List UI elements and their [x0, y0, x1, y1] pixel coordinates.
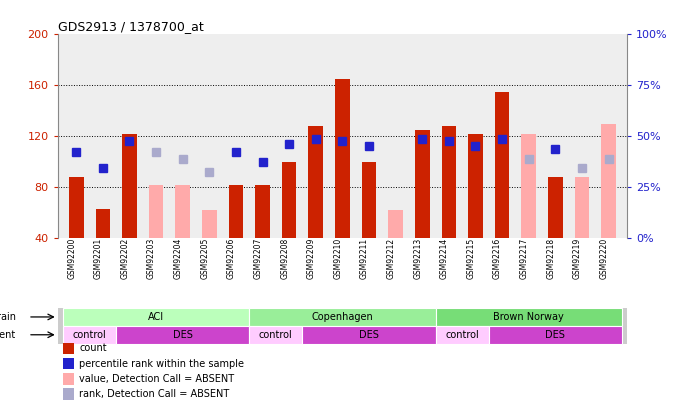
Bar	[250, 308, 435, 326]
Text: strain: strain	[0, 312, 16, 322]
Text: GSM92208: GSM92208	[280, 238, 289, 279]
Bar	[415, 130, 430, 238]
Text: GSM92200: GSM92200	[67, 238, 76, 279]
Bar	[255, 185, 270, 238]
Bar	[441, 126, 456, 238]
Text: Brown Norway: Brown Norway	[494, 312, 564, 322]
Bar	[228, 185, 243, 238]
Text: control: control	[73, 330, 106, 340]
Bar	[63, 388, 74, 400]
Text: value, Detection Call = ABSENT: value, Detection Call = ABSENT	[79, 374, 235, 384]
Text: control: control	[445, 330, 479, 340]
Bar	[63, 343, 74, 354]
Text: ACI: ACI	[148, 312, 164, 322]
Text: GSM92207: GSM92207	[254, 238, 262, 279]
Bar	[63, 358, 74, 369]
Text: GSM92212: GSM92212	[386, 238, 396, 279]
Bar	[435, 326, 489, 344]
Text: DES: DES	[173, 330, 193, 340]
Text: GSM92211: GSM92211	[360, 238, 369, 279]
Text: GSM92210: GSM92210	[334, 238, 342, 279]
Bar	[63, 373, 74, 385]
Text: count: count	[79, 343, 107, 353]
Bar	[468, 134, 483, 238]
Text: GSM92213: GSM92213	[413, 238, 422, 279]
Bar	[176, 185, 190, 238]
Text: Copenhagen: Copenhagen	[311, 312, 374, 322]
Bar	[335, 79, 350, 238]
Text: DES: DES	[545, 330, 565, 340]
Bar	[202, 210, 217, 238]
Bar	[601, 124, 616, 238]
Text: GSM92204: GSM92204	[174, 238, 182, 279]
Text: GSM92201: GSM92201	[94, 238, 103, 279]
Text: GSM92216: GSM92216	[493, 238, 502, 279]
Bar	[521, 134, 536, 238]
Text: GDS2913 / 1378700_at: GDS2913 / 1378700_at	[58, 20, 203, 33]
Text: rank, Detection Call = ABSENT: rank, Detection Call = ABSENT	[79, 389, 230, 399]
Text: GSM92214: GSM92214	[440, 238, 449, 279]
Bar	[489, 326, 622, 344]
Bar	[308, 126, 323, 238]
Bar	[96, 209, 111, 238]
Text: GSM92202: GSM92202	[121, 238, 129, 279]
Bar	[250, 326, 302, 344]
Text: GSM92220: GSM92220	[599, 238, 609, 279]
Bar	[116, 326, 250, 344]
Bar	[148, 185, 163, 238]
Bar	[63, 308, 250, 326]
Bar	[435, 308, 622, 326]
Text: GSM92205: GSM92205	[200, 238, 210, 279]
Bar	[361, 162, 376, 238]
Text: agent: agent	[0, 330, 16, 340]
Bar	[574, 177, 589, 238]
Text: GSM92203: GSM92203	[147, 238, 156, 279]
Bar	[122, 134, 137, 238]
Bar	[548, 177, 563, 238]
Text: GSM92209: GSM92209	[306, 238, 316, 279]
Text: control: control	[259, 330, 293, 340]
Bar	[495, 92, 509, 238]
Text: DES: DES	[359, 330, 379, 340]
Text: GSM92218: GSM92218	[546, 238, 555, 279]
Text: percentile rank within the sample: percentile rank within the sample	[79, 359, 244, 369]
Text: GSM92206: GSM92206	[227, 238, 236, 279]
Bar	[282, 162, 296, 238]
Bar	[302, 326, 435, 344]
Text: GSM92217: GSM92217	[519, 238, 529, 279]
Text: GSM92219: GSM92219	[573, 238, 582, 279]
Bar	[63, 326, 116, 344]
Bar	[388, 210, 403, 238]
Bar	[69, 177, 83, 238]
Text: GSM92215: GSM92215	[466, 238, 475, 279]
